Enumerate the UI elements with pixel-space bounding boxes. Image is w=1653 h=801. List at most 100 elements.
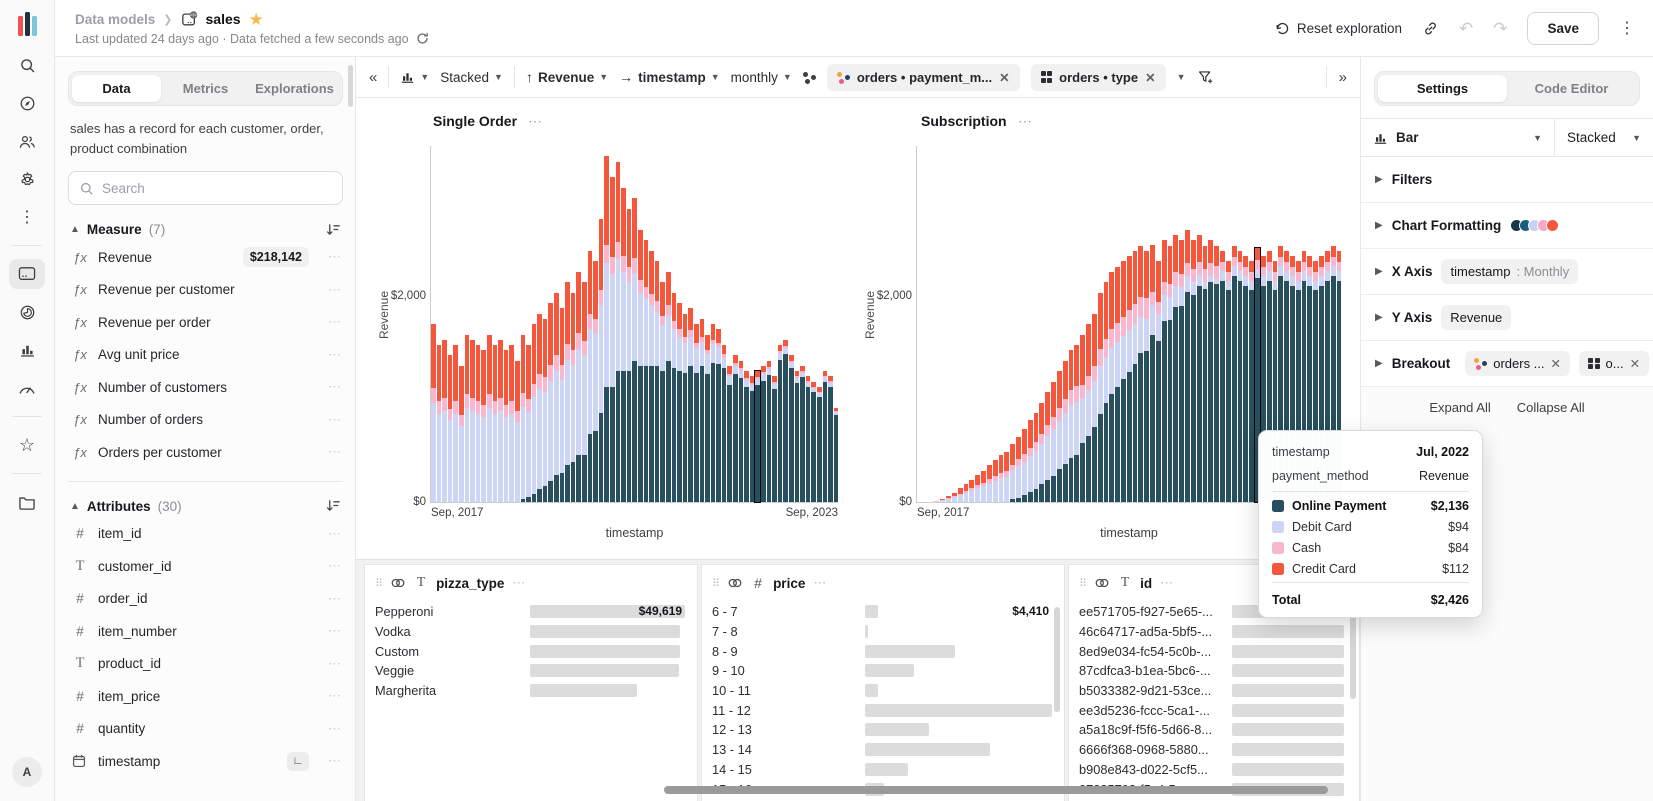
bar-mark[interactable] xyxy=(1115,266,1120,502)
reset-exploration-button[interactable]: Reset exploration xyxy=(1275,21,1402,36)
bar-mark[interactable] xyxy=(1150,245,1155,502)
field-menu-icon[interactable]: ⋯ xyxy=(328,558,341,574)
bar-mark[interactable] xyxy=(963,484,969,502)
value-row[interactable]: 9 - 10 xyxy=(712,661,1052,681)
bar-mark[interactable] xyxy=(598,219,604,502)
value-row[interactable]: 6 - 7 $4,410 xyxy=(712,602,1052,622)
value-row[interactable]: Margherita xyxy=(375,681,685,701)
bar-mark[interactable] xyxy=(1254,247,1261,503)
bar-mark[interactable] xyxy=(637,229,643,502)
horizontal-scrollbar[interactable] xyxy=(664,786,1328,794)
section-filters[interactable]: ▶ Filters xyxy=(1361,157,1653,203)
bar-mark[interactable] xyxy=(721,345,727,502)
bar-mark[interactable] xyxy=(969,480,975,502)
value-row[interactable]: ee3d5236-fccc-5ca1-... xyxy=(1079,700,1347,720)
overflow-menu-icon[interactable]: ⋮ xyxy=(1619,20,1635,37)
expand-all-link[interactable]: Expand All xyxy=(1429,400,1491,415)
bar-mark[interactable] xyxy=(800,365,805,502)
semantic-layer-icon[interactable] xyxy=(9,297,45,327)
bar-mark[interactable] xyxy=(1301,250,1307,502)
bar-mark[interactable] xyxy=(727,365,733,502)
remove-icon[interactable]: ✕ xyxy=(1629,357,1641,371)
bar-mark[interactable] xyxy=(1068,350,1074,502)
bar-mark[interactable] xyxy=(520,334,526,502)
field-menu-icon[interactable]: ⋯ xyxy=(328,525,341,541)
data-model-icon[interactable] xyxy=(9,259,45,289)
breakout-more-dropdown[interactable]: ▼ xyxy=(1176,72,1186,82)
bar-mark[interactable] xyxy=(660,282,665,502)
value-row[interactable]: 8ed9e034-fc54-5c0b-... xyxy=(1079,641,1347,661)
stack-mode-dropdown[interactable]: Stacked ▼ xyxy=(440,69,503,85)
bar-mark[interactable] xyxy=(1132,250,1138,502)
bar-mark[interactable] xyxy=(1080,334,1086,502)
x-axis-pill[interactable]: timestamp: Monthly xyxy=(1441,259,1579,284)
more-vertical-icon[interactable]: ⋮ xyxy=(19,209,35,226)
bar-mark[interactable] xyxy=(1033,413,1039,502)
bar-mark[interactable] xyxy=(1243,256,1249,502)
bar-mark[interactable] xyxy=(1220,250,1225,502)
drag-handle-icon[interactable]: ⠿ xyxy=(375,577,383,590)
bar-mark[interactable] xyxy=(783,339,788,502)
bar-mark[interactable] xyxy=(1208,240,1214,502)
value-row[interactable]: 12 - 13 xyxy=(712,720,1052,740)
bar-mark[interactable] xyxy=(1051,381,1056,502)
bar-mark[interactable] xyxy=(1272,261,1278,502)
bar-mark[interactable] xyxy=(593,261,598,502)
bar-mark[interactable] xyxy=(458,365,464,502)
chart-menu-icon[interactable]: ⋯ xyxy=(1018,113,1032,129)
value-row[interactable]: Custom xyxy=(375,641,685,661)
bar-mark[interactable] xyxy=(1109,271,1115,502)
field-item-item_price[interactable]: # item_price ⋯ xyxy=(68,680,343,713)
drag-handle-icon[interactable]: ⠿ xyxy=(712,577,720,590)
bar-mark[interactable] xyxy=(1225,261,1231,502)
bar-mark[interactable] xyxy=(1004,451,1010,502)
stack-mode-select[interactable]: Stacked ▼ xyxy=(1567,130,1641,145)
field-item-Avg unit price[interactable]: ƒx Avg unit price ⋯ xyxy=(68,339,343,372)
save-button[interactable]: Save xyxy=(1527,11,1599,45)
bar-mark[interactable] xyxy=(833,407,839,502)
bar-mark[interactable] xyxy=(1138,245,1144,502)
refresh-icon[interactable] xyxy=(416,32,429,45)
bar-mark[interactable] xyxy=(1237,250,1243,502)
bar-mark[interactable] xyxy=(654,261,660,502)
panel-scrollbar[interactable] xyxy=(1350,607,1356,699)
bar-mark[interactable] xyxy=(1173,234,1179,502)
bar-mark[interactable] xyxy=(1295,261,1301,502)
bar-mark[interactable] xyxy=(442,339,447,502)
field-menu-icon[interactable]: ⋯ xyxy=(328,314,341,330)
bar-mark[interactable] xyxy=(1202,245,1208,502)
value-row[interactable]: 87cdfca3-b1ea-5bc6-... xyxy=(1079,661,1347,681)
tab-code-editor[interactable]: Code Editor xyxy=(1534,81,1609,96)
section-x-axis[interactable]: ▶ X Axis timestamp: Monthly xyxy=(1361,249,1653,295)
value-row[interactable]: a5a18c9f-f5f6-5d66-8... xyxy=(1079,720,1347,740)
sidebar-scrollbar[interactable] xyxy=(348,65,353,107)
bar-mark[interactable] xyxy=(1179,240,1185,502)
bar-mark[interactable] xyxy=(1266,250,1272,502)
y-axis-pill[interactable]: Revenue xyxy=(1441,305,1512,330)
field-item-item_id[interactable]: # item_id ⋯ xyxy=(68,518,343,551)
bar-mark[interactable] xyxy=(957,488,963,502)
breadcrumb-root[interactable]: Data models xyxy=(75,11,156,27)
bar-mark[interactable] xyxy=(811,381,816,502)
field-menu-icon[interactable]: ⋯ xyxy=(328,249,341,265)
add-filter-icon[interactable] xyxy=(1197,69,1214,85)
bar-mark[interactable] xyxy=(1231,245,1237,502)
bar-mark[interactable] xyxy=(649,250,654,502)
bar-mark[interactable] xyxy=(772,376,777,502)
bar-mark[interactable] xyxy=(794,371,800,502)
compass-icon[interactable] xyxy=(9,88,45,118)
value-row[interactable]: Veggie xyxy=(375,661,685,681)
field-item-Revenue per order[interactable]: ƒx Revenue per order ⋯ xyxy=(68,306,343,339)
bar-mark[interactable] xyxy=(682,313,688,502)
field-menu-icon[interactable]: ⋯ xyxy=(328,444,341,460)
bar-mark[interactable] xyxy=(554,292,559,502)
bar-mark[interactable] xyxy=(946,495,951,502)
bar-mark[interactable] xyxy=(761,365,766,502)
bar-mark[interactable] xyxy=(1126,255,1132,502)
section-header-measure[interactable]: ▲ Measure (7) xyxy=(70,222,341,237)
bar-mark[interactable] xyxy=(565,282,570,502)
panel-menu-icon[interactable]: ⋯ xyxy=(813,575,827,590)
bar-mark[interactable] xyxy=(1330,245,1336,502)
field-menu-icon[interactable]: ⋯ xyxy=(328,655,341,671)
field-item-Revenue[interactable]: ƒx Revenue $218,142 ⋯ xyxy=(68,241,343,274)
